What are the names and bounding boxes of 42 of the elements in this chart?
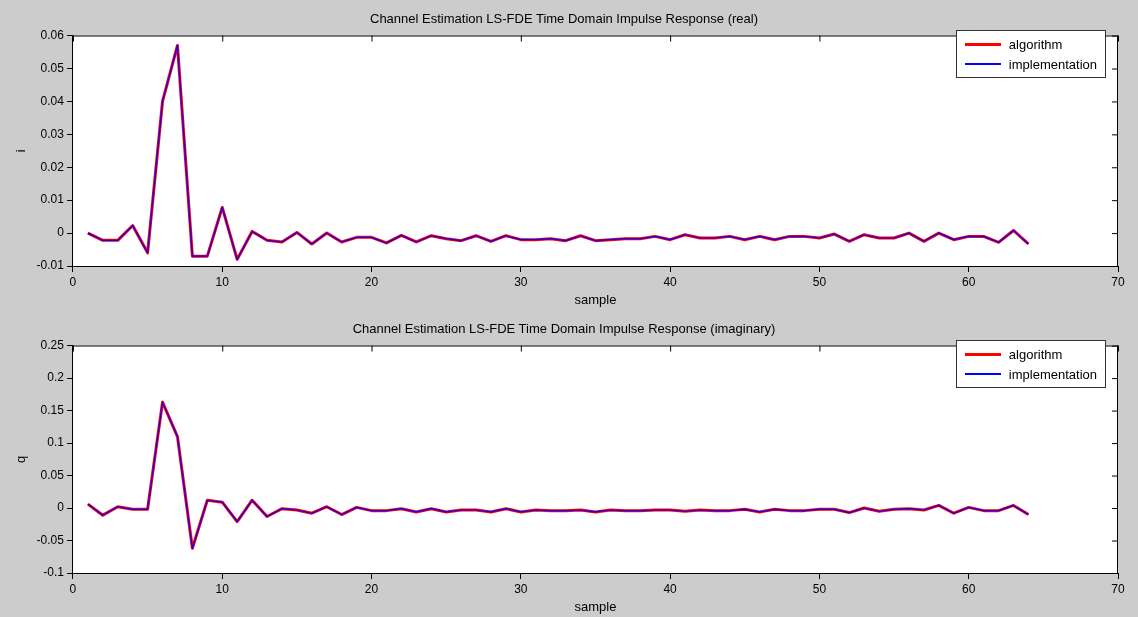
y-tick-label: 0 xyxy=(57,500,65,515)
y-tick-label: 0.06 xyxy=(40,27,65,42)
x-tick-label: 60 xyxy=(962,274,976,289)
legend-label: implementation xyxy=(1008,56,1097,72)
x-tick-label: 50 xyxy=(812,581,827,596)
y-tick-label: 0 xyxy=(57,225,65,240)
x-tick-label: 50 xyxy=(812,274,827,289)
x-tick-label: 20 xyxy=(364,581,379,596)
y-tick-label: -0.01 xyxy=(36,258,65,273)
x-tick-label: 70 xyxy=(1111,581,1125,596)
y-tick-label: 0.01 xyxy=(40,192,65,207)
legend-label: implementation xyxy=(1008,366,1097,382)
legend-label: algorithm xyxy=(1008,346,1063,362)
y-tick-label: -0.1 xyxy=(43,565,65,580)
legend-label: algorithm xyxy=(1008,36,1063,52)
y-tick-label: -0.05 xyxy=(36,532,65,547)
x-tick-label: 40 xyxy=(663,581,678,596)
x-tick-label: 30 xyxy=(514,274,528,289)
y-tick-label: 0.03 xyxy=(40,126,65,141)
x-tick-label: 20 xyxy=(364,274,379,289)
x-tick-label: 60 xyxy=(962,581,976,596)
x-axis-title: sample xyxy=(574,291,617,307)
y-tick-label: 0.1 xyxy=(47,435,65,450)
x-axis-title: sample xyxy=(574,598,617,614)
y-tick-label: 0.2 xyxy=(47,370,65,385)
chart-title: Channel Estimation LS-FDE Time Domain Impulse Response (imaginary) xyxy=(352,321,776,337)
y-axis-title: i xyxy=(13,149,29,153)
y-tick-label: 0.02 xyxy=(40,159,65,174)
x-tick-label: 0 xyxy=(69,274,77,289)
y-tick-label: 0.15 xyxy=(40,402,65,417)
x-tick-label: 10 xyxy=(215,274,230,289)
chart-title: Channel Estimation LS-FDE Time Domain Impulse Response (real) xyxy=(370,11,758,27)
y-tick-label: 0.25 xyxy=(40,337,65,352)
y-tick-label: 0.05 xyxy=(40,467,65,482)
x-tick-label: 10 xyxy=(215,581,230,596)
y-tick-label: 0.05 xyxy=(40,60,65,75)
x-tick-label: 0 xyxy=(69,581,77,596)
x-tick-label: 70 xyxy=(1111,274,1125,289)
y-tick-label: 0.04 xyxy=(40,93,65,108)
y-axis-title: q xyxy=(13,455,29,463)
x-tick-label: 30 xyxy=(514,581,528,596)
x-tick-label: 40 xyxy=(663,274,678,289)
